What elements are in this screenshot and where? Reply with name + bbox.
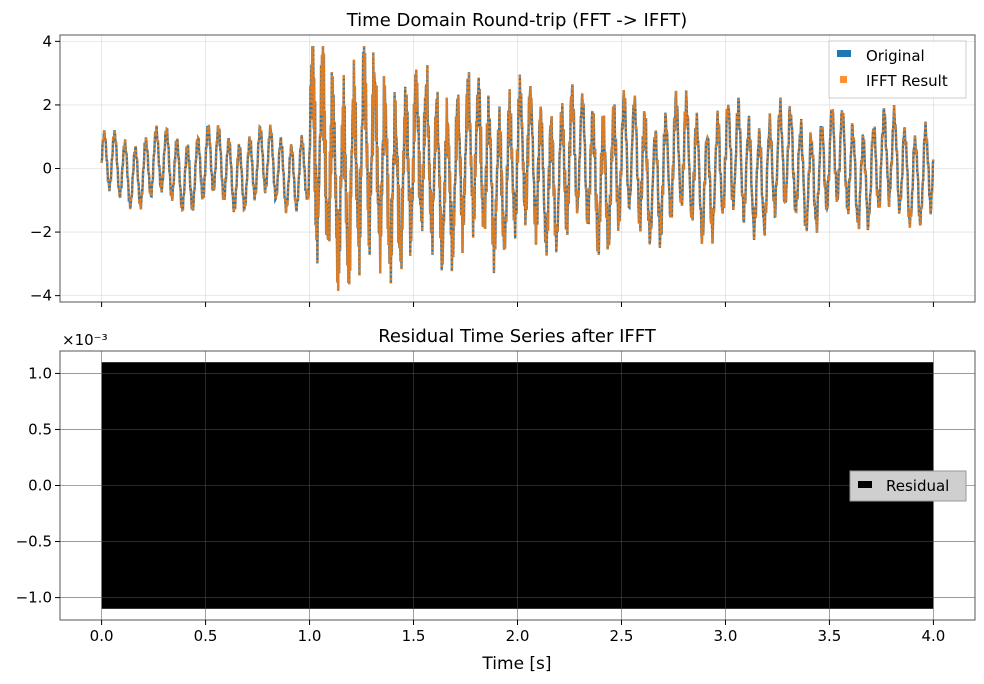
bottom-x-tick-label: 3.0	[714, 627, 738, 645]
bottom-legend: Residual	[849, 470, 967, 502]
top-series	[100, 46, 935, 291]
top-chart-title: Time Domain Round-trip (FFT -> IFFT)	[346, 10, 688, 31]
bottom-ticks: 0.0 0.5 1.0 1.5 2.0 2.5 3.0 3.5 4.0 1.0 0.5 0.0 −0.5…	[16, 364, 946, 645]
bottom-y-tick-label: −0.5	[16, 533, 52, 551]
bottom-x-tick-label: 0.5	[194, 627, 218, 645]
bottom-chart-title: Residual Time Series after IFFT	[378, 326, 657, 347]
bottom-x-tick-label: 1.0	[298, 627, 322, 645]
bottom-x-tick-label: 4.0	[921, 627, 945, 645]
bottom-x-tick-label: 2.0	[506, 627, 530, 645]
bottom-x-tick-label: 1.5	[402, 627, 426, 645]
top-y-tick-label: −4	[30, 287, 52, 305]
legend-swatch-ifft-result	[840, 76, 847, 83]
x-axis-label: Time [s]	[481, 654, 551, 674]
top-grid	[60, 35, 975, 302]
top-y-tick-label: 0	[42, 160, 52, 178]
bottom-y-tick-label: 1.0	[28, 364, 52, 382]
bottom-y-tick-label: 0.5	[28, 420, 52, 438]
legend-label-ifft-result: IFFT Result	[866, 72, 948, 90]
top-y-tick-label: 2	[42, 96, 52, 114]
legend-swatch-original	[837, 50, 851, 57]
legend-label-residual: Residual	[886, 477, 949, 495]
legend-swatch-residual	[858, 481, 872, 488]
top-chart: Time Domain Round-trip (FFT -> IFFT) 4 2 0…	[30, 10, 976, 307]
series-ifft-result-line	[100, 46, 935, 291]
top-y-tick-label: −2	[30, 223, 52, 241]
bottom-chart: Residual Time Series after IFFT ×10⁻³ 0.…	[16, 326, 976, 674]
top-ticks: 4 2 0 −2 −4	[30, 32, 934, 307]
top-legend: Original IFFT Result	[828, 40, 967, 99]
bottom-y-tick-label: −1.0	[16, 589, 52, 607]
bottom-x-tick-label: 2.5	[610, 627, 634, 645]
top-legend-box	[828, 40, 967, 99]
bottom-grid-overlay	[60, 351, 975, 620]
legend-label-original: Original	[866, 47, 925, 65]
bottom-x-tick-label: 3.5	[818, 627, 842, 645]
bottom-y-tick-label: 0.0	[28, 477, 52, 495]
bottom-x-tick-label: 0.0	[90, 627, 114, 645]
top-y-tick-label: 4	[42, 32, 52, 50]
y-scale-label: ×10⁻³	[62, 331, 108, 349]
